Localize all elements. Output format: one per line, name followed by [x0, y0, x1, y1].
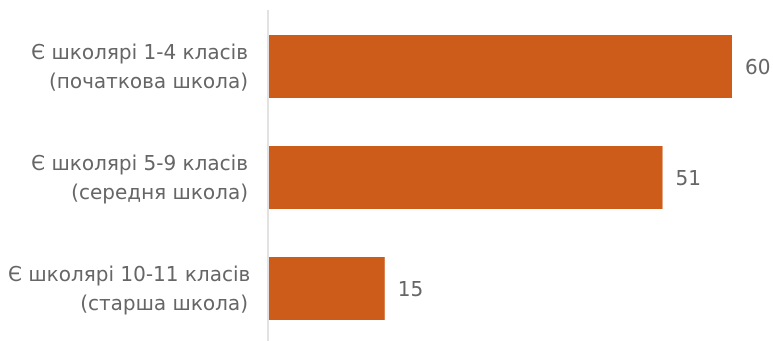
- category-label-3: Є школярі 10-11 класів (старша школа): [8, 260, 251, 318]
- bar-value-label-1: 60: [745, 54, 771, 79]
- bar-3: [269, 257, 385, 320]
- category-label-line: Є школярі 10-11 класів: [8, 261, 251, 286]
- category-label-line: (середня школа): [71, 179, 248, 204]
- bar-value-label-2: 51: [675, 165, 701, 190]
- category-label-line: (початкова школа): [48, 68, 248, 93]
- category-label-2: Є школярі 5-9 класів (середня школа): [8, 149, 248, 207]
- category-label-1: Є школярі 1-4 класів (початкова школа): [8, 38, 248, 96]
- bar-1: [269, 35, 732, 98]
- bar-value-label-3: 15: [397, 276, 424, 301]
- bar-2: [269, 146, 663, 209]
- category-label-line: Є школярі 1-4 класів: [31, 39, 248, 64]
- category-label-line: Є школярі 5-9 класів: [31, 150, 248, 175]
- category-label-line: (старша школа): [80, 290, 248, 315]
